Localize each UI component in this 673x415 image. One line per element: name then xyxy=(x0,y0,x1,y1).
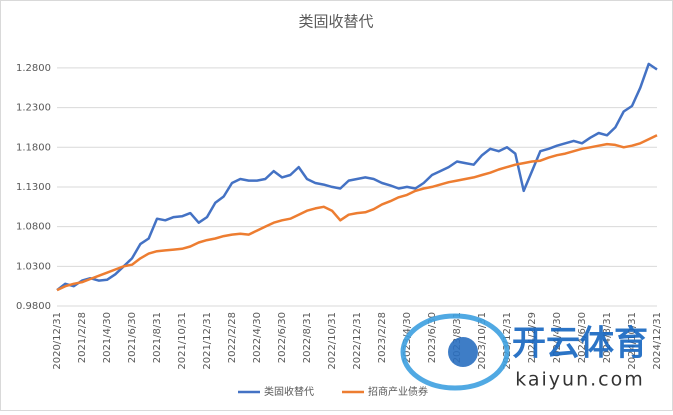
legend-label: 招商产业债券 xyxy=(368,385,428,398)
x-tick-label: 2024/6/30 xyxy=(577,312,588,363)
watermark-title: 开云体育 xyxy=(512,324,648,364)
y-tick-label: 0.9800 xyxy=(16,301,51,312)
x-tick-label: 2021/2/28 xyxy=(77,312,88,363)
y-tick-label: 1.0300 xyxy=(16,261,51,272)
x-tick-label: 2024/12/31 xyxy=(652,312,663,370)
x-tick-label: 2022/10/31 xyxy=(327,312,338,370)
chart-title: 类固收替代 xyxy=(298,13,373,31)
x-tick-label: 2021/8/31 xyxy=(152,312,163,363)
x-tick-label: 2024/4/30 xyxy=(552,312,563,363)
x-tick-label: 2023/8/31 xyxy=(452,312,463,363)
x-tick-label: 2024/10/31 xyxy=(627,312,638,370)
y-tick-label: 1.2300 xyxy=(16,103,51,114)
watermark: 开云体育 kaiyun.com xyxy=(400,313,648,391)
x-tick-label: 2023/2/28 xyxy=(377,312,388,363)
x-tick-label: 2020/12/31 xyxy=(52,312,63,370)
y-tick-label: 1.0800 xyxy=(16,222,51,233)
y-tick-label: 1.2800 xyxy=(16,63,51,74)
series-line xyxy=(56,62,658,292)
x-tick-label: 2022/2/28 xyxy=(227,312,238,363)
x-tick-label: 2021/10/31 xyxy=(177,312,188,370)
x-tick-label: 2024/2/29 xyxy=(527,312,538,363)
x-tick-label: 2023/10/31 xyxy=(477,312,488,370)
watermark-ball xyxy=(448,337,478,367)
watermark-logo xyxy=(400,313,510,391)
x-tick-label: 2021/12/31 xyxy=(202,312,213,370)
x-tick-label: 2022/8/31 xyxy=(302,312,313,363)
x-tick-label: 2023/12/31 xyxy=(502,312,513,370)
x-tick-label: 2021/6/30 xyxy=(127,312,138,363)
y-tick-label: 1.1300 xyxy=(16,182,51,193)
series-line xyxy=(56,134,658,292)
x-tick-label: 2022/12/31 xyxy=(352,312,363,370)
watermark-url: kaiyun.com xyxy=(515,369,645,391)
legend-label: 类固收替代 xyxy=(264,385,314,398)
x-tick-label: 2021/4/30 xyxy=(102,312,113,363)
x-tick-label: 2022/6/30 xyxy=(277,312,288,363)
x-tick-label: 2022/4/30 xyxy=(252,312,263,363)
x-tick-label: 2023/6/30 xyxy=(427,312,438,363)
y-tick-label: 1.1800 xyxy=(16,142,51,153)
x-tick-label: 2024/8/31 xyxy=(602,312,613,363)
